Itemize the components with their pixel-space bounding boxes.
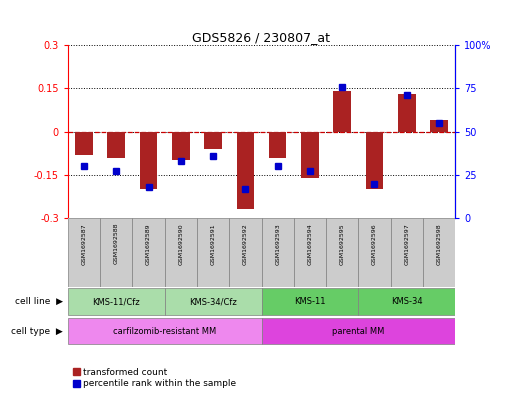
Text: GSM1692594: GSM1692594 — [308, 223, 312, 264]
Bar — [197, 218, 229, 287]
Text: GSM1692588: GSM1692588 — [114, 223, 119, 264]
Bar — [294, 218, 326, 287]
Text: GSM1692592: GSM1692592 — [243, 223, 248, 264]
Text: KMS-34/Cfz: KMS-34/Cfz — [189, 297, 237, 306]
Text: GSM1692598: GSM1692598 — [436, 223, 441, 264]
Bar — [165, 288, 262, 315]
Bar — [430, 120, 448, 132]
Bar — [108, 132, 125, 158]
Text: carfilzomib-resistant MM: carfilzomib-resistant MM — [113, 327, 217, 336]
Bar — [423, 218, 455, 287]
Bar — [100, 218, 132, 287]
Bar — [269, 132, 287, 158]
Bar — [262, 318, 455, 344]
Bar — [204, 132, 222, 149]
Bar — [398, 94, 415, 132]
Text: GSM1692589: GSM1692589 — [146, 223, 151, 264]
Title: GDS5826 / 230807_at: GDS5826 / 230807_at — [192, 31, 331, 44]
Text: parental MM: parental MM — [332, 327, 384, 336]
Bar — [262, 218, 294, 287]
Bar — [391, 218, 423, 287]
Text: GSM1692591: GSM1692591 — [211, 223, 215, 264]
Legend: transformed count, percentile rank within the sample: transformed count, percentile rank withi… — [73, 368, 236, 389]
Bar — [366, 132, 383, 189]
Text: GSM1692593: GSM1692593 — [275, 223, 280, 264]
Bar — [301, 132, 319, 178]
Bar — [262, 288, 358, 315]
Text: cell line  ▶: cell line ▶ — [15, 297, 63, 306]
Bar — [358, 218, 391, 287]
Bar — [229, 218, 262, 287]
Bar — [236, 132, 254, 209]
Bar — [68, 218, 100, 287]
Bar — [165, 218, 197, 287]
Bar — [326, 218, 358, 287]
Bar — [358, 288, 455, 315]
Text: GSM1692596: GSM1692596 — [372, 223, 377, 264]
Bar — [68, 318, 262, 344]
Text: GSM1692595: GSM1692595 — [339, 223, 345, 264]
Text: cell type  ▶: cell type ▶ — [11, 327, 63, 336]
Text: GSM1692587: GSM1692587 — [82, 223, 87, 264]
Bar — [333, 91, 351, 132]
Text: GSM1692590: GSM1692590 — [178, 223, 184, 264]
Bar — [132, 218, 165, 287]
Text: GSM1692597: GSM1692597 — [404, 223, 409, 264]
Text: KMS-11/Cfz: KMS-11/Cfz — [93, 297, 140, 306]
Bar — [172, 132, 190, 160]
Bar — [140, 132, 157, 189]
Bar — [75, 132, 93, 155]
Text: KMS-11: KMS-11 — [294, 297, 326, 306]
Text: KMS-34: KMS-34 — [391, 297, 423, 306]
Bar — [68, 288, 165, 315]
